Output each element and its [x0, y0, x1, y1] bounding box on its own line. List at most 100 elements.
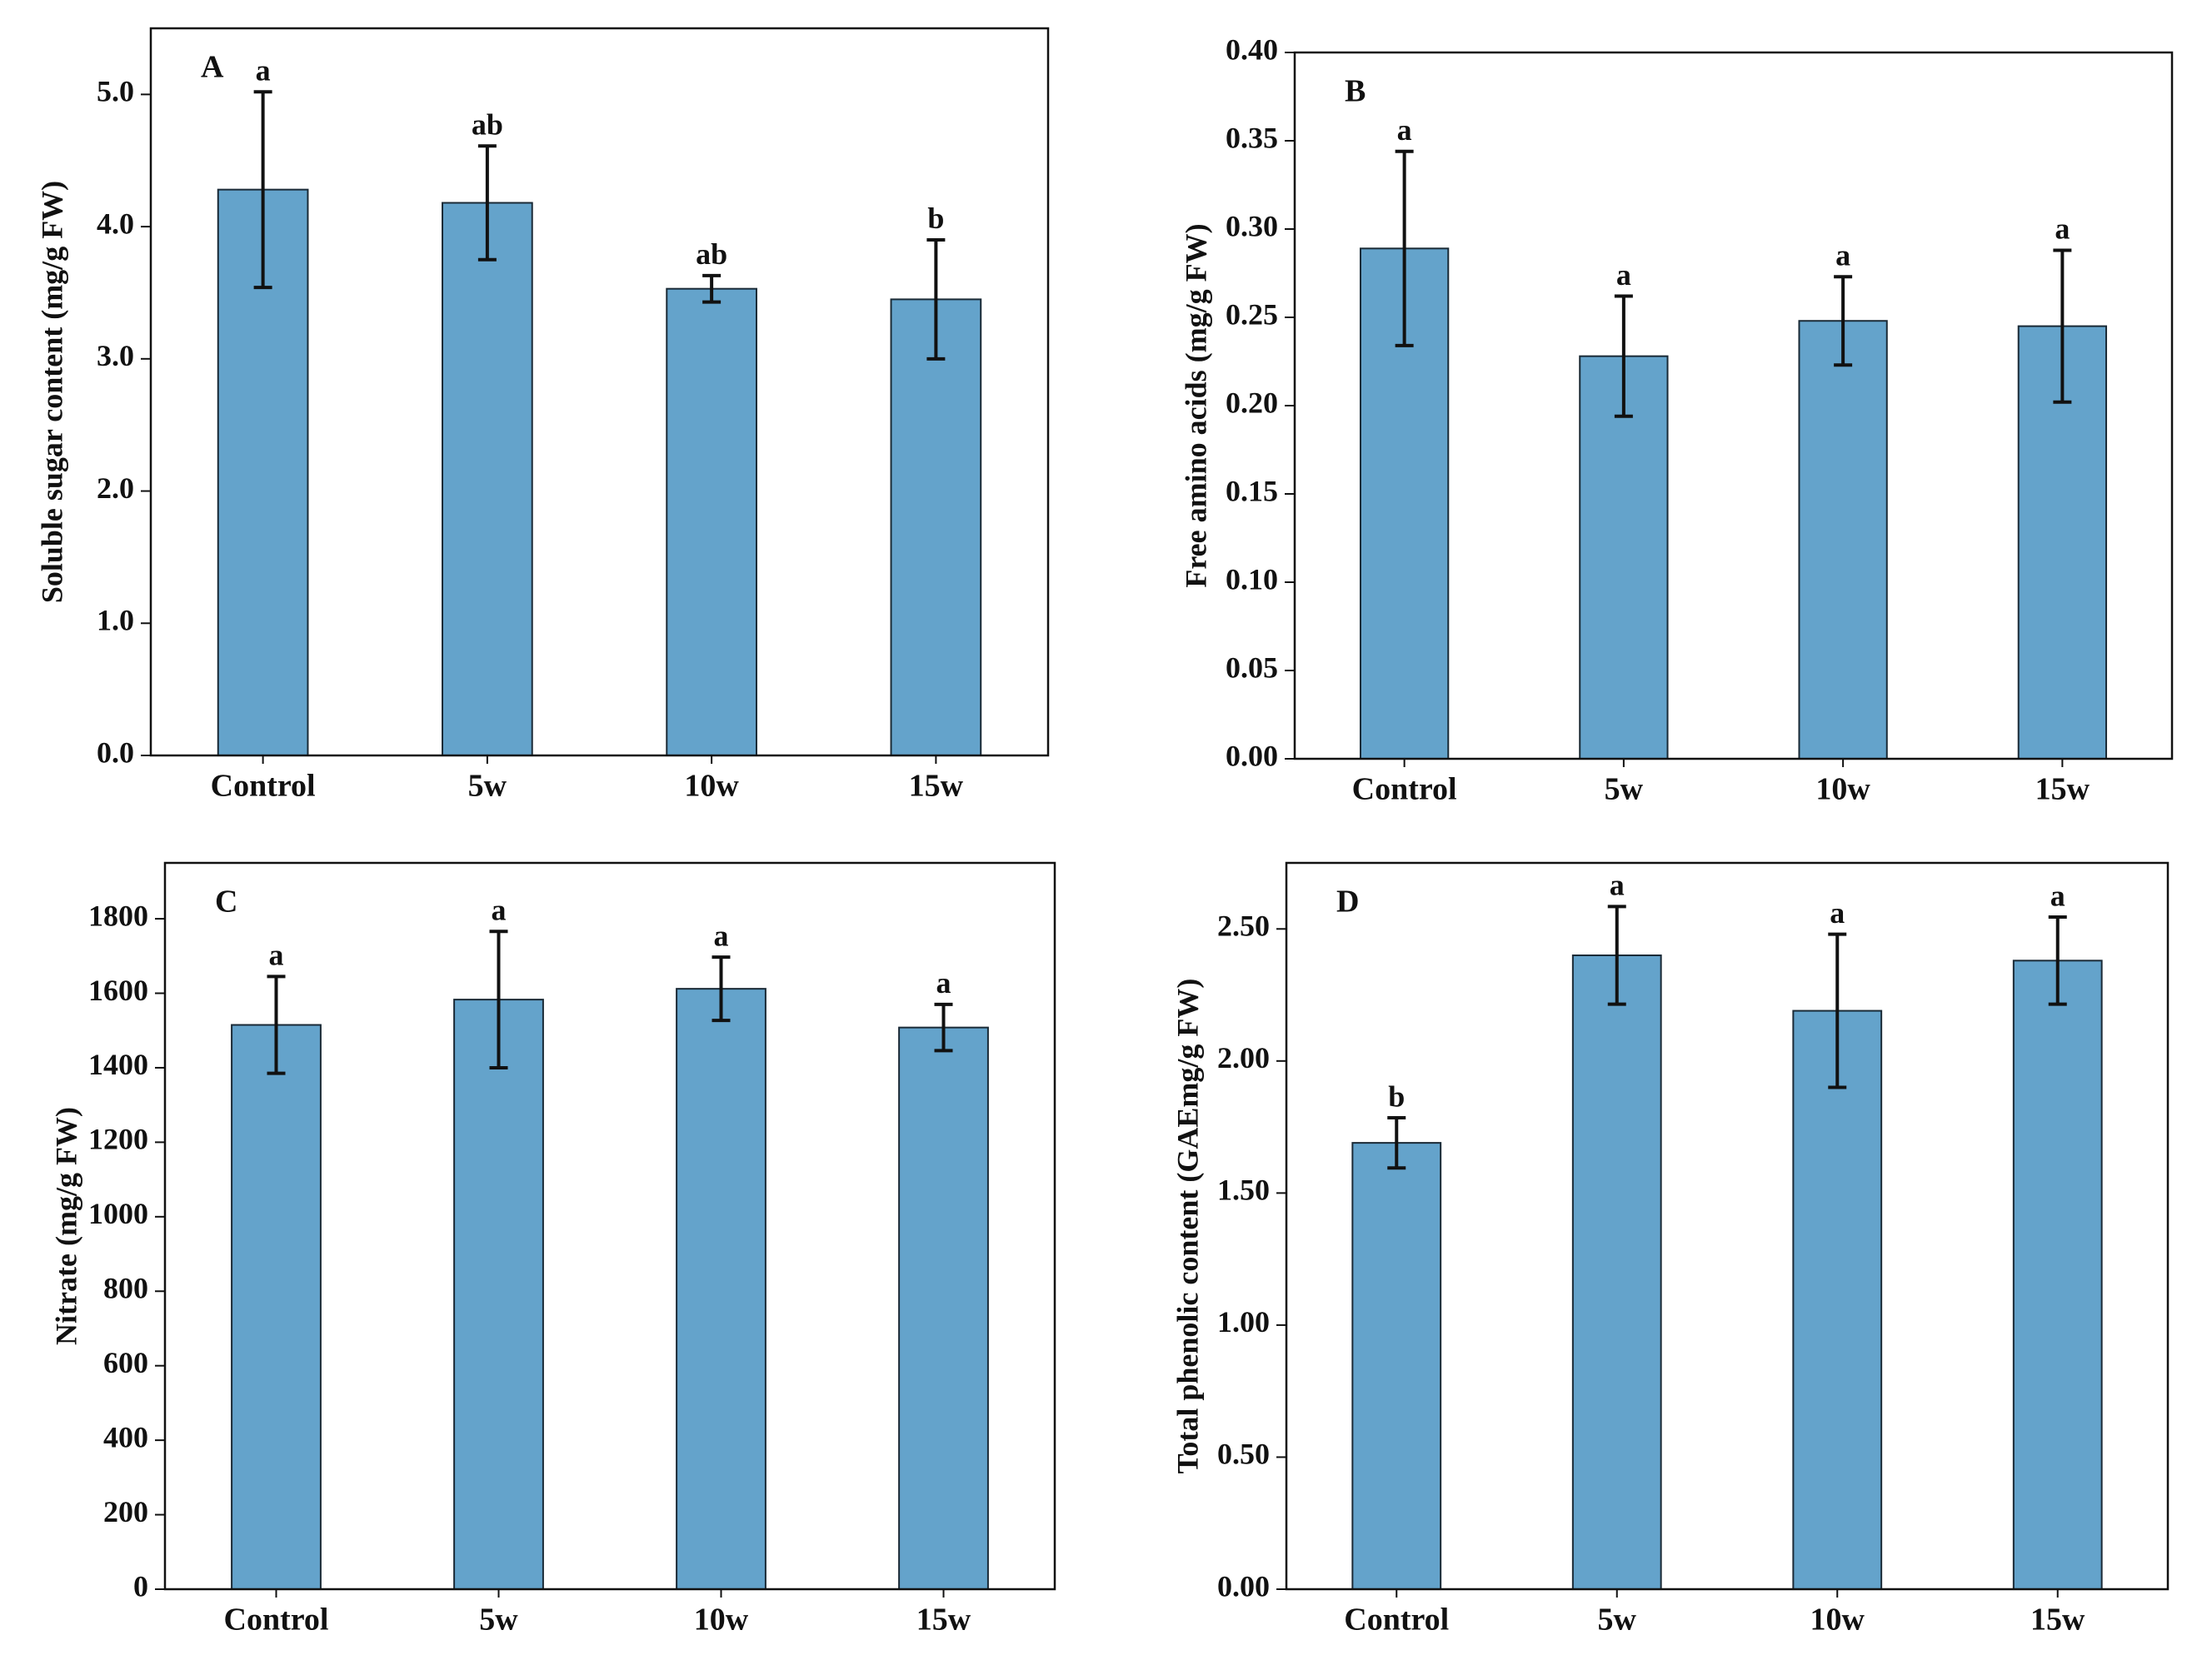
significance-letter: b	[1388, 1079, 1405, 1113]
y-tick-label: 1.50	[1217, 1174, 1270, 1207]
bar	[1579, 355, 1669, 760]
y-tick-label: 1.0	[97, 604, 134, 637]
x-tick-label: 15w	[916, 1603, 971, 1638]
y-tick-label: 5.0	[97, 75, 134, 108]
x-tick-label: 10w	[684, 769, 739, 804]
significance-letter: a	[2055, 212, 2070, 246]
significance-letter: a	[1610, 869, 1625, 902]
error-bar	[267, 975, 286, 1075]
bar	[898, 1026, 989, 1590]
significance-letter: a	[1397, 113, 1412, 147]
error-bar	[1828, 932, 1847, 1089]
significance-letter: a	[1835, 239, 1850, 272]
significance-letter: ab	[696, 237, 727, 271]
panel-label: D	[1336, 885, 1359, 920]
y-tick-label: 0.00	[1217, 1569, 1270, 1603]
x-tick-label: 5w	[1605, 772, 1644, 807]
y-tick-label: 2.00	[1217, 1041, 1270, 1074]
y-tick-label: 0.20	[1226, 386, 1278, 419]
x-tick-label: Control	[211, 769, 316, 804]
y-tick-label: 2.0	[97, 471, 134, 505]
plot-frame	[149, 27, 1050, 757]
bar	[1792, 1009, 1883, 1590]
y-axis-label: Free amino acids (mg/g FW)	[1179, 223, 1212, 587]
x-tick-label: 15w	[909, 769, 964, 804]
y-tick-label: 0.40	[1226, 32, 1278, 66]
y-tick-label: 800	[103, 1272, 148, 1305]
bar	[1351, 1142, 1442, 1590]
error-bar	[712, 955, 731, 1023]
x-tick-label: 15w	[2030, 1603, 2085, 1638]
y-tick-label: 3.0	[97, 339, 134, 372]
y-tick-label: 0.05	[1226, 651, 1278, 684]
bar	[442, 202, 533, 756]
x-tick-label: 10w	[1810, 1603, 1865, 1638]
error-bar	[2053, 248, 2072, 404]
y-tick-label: 0.50	[1217, 1438, 1270, 1471]
plot-frame	[1285, 861, 2170, 1591]
x-tick-label: 10w	[694, 1603, 749, 1638]
significance-letter: a	[714, 919, 729, 952]
bar	[666, 287, 757, 756]
x-tick-label: Control	[1352, 772, 1457, 807]
y-tick-label: 1400	[88, 1048, 148, 1081]
error-bar	[253, 90, 272, 290]
y-tick-label: 4.0	[97, 207, 134, 240]
bar	[1798, 320, 1888, 760]
y-tick-label: 0.00	[1226, 739, 1278, 772]
y-tick-label: 0.15	[1226, 474, 1278, 507]
bar	[2012, 960, 2103, 1590]
bar	[453, 999, 544, 1590]
x-tick-label: 5w	[479, 1603, 518, 1638]
error-bar	[1614, 294, 1633, 418]
y-tick-label: 0	[133, 1569, 148, 1603]
x-tick-label: 5w	[468, 769, 507, 804]
y-tick-label: 400	[103, 1420, 148, 1453]
y-tick-label: 600	[103, 1346, 148, 1379]
error-bar	[702, 273, 722, 304]
bar	[231, 1024, 322, 1590]
chart-panel: 0.00 0.50 1.00 1.50 2.00 2.50 b Control a 5w a 10w a…	[1171, 861, 2170, 1638]
significance-letter: a	[1830, 896, 1845, 930]
error-bar	[1395, 149, 1414, 347]
y-tick-label: 0.25	[1226, 297, 1278, 331]
panel-label: B	[1345, 74, 1366, 109]
error-bar	[2048, 915, 2067, 1006]
significance-letter: a	[492, 894, 507, 927]
error-bar	[934, 1002, 953, 1053]
error-bar	[1387, 1115, 1406, 1170]
y-axis-label: Total phenolic content (GAEmg/g FW)	[1171, 979, 1204, 1474]
error-bar	[926, 237, 946, 361]
y-tick-label: 2.50	[1217, 910, 1270, 943]
y-tick-label: 1600	[88, 974, 148, 1007]
x-tick-label: 15w	[2035, 772, 2090, 807]
y-tick-label: 0.35	[1226, 121, 1278, 154]
error-bar	[1834, 275, 1853, 367]
y-tick-label: 1200	[88, 1123, 148, 1156]
y-tick-label: 0.10	[1226, 562, 1278, 596]
bar	[676, 988, 766, 1590]
x-tick-label: Control	[1344, 1603, 1449, 1638]
y-tick-label: 1000	[88, 1197, 148, 1230]
significance-letter: ab	[472, 108, 503, 142]
x-tick-label: Control	[224, 1603, 329, 1638]
significance-letter: a	[1616, 258, 1631, 292]
significance-letter: a	[2050, 879, 2065, 912]
error-bar	[477, 144, 497, 262]
chart-panel: 0.0 1.0 2.0 3.0 4.0 5.0 a Control ab 5w ab 10w b 15w A…	[35, 27, 1050, 804]
panel-label: A	[201, 50, 224, 85]
significance-letter: b	[927, 202, 944, 235]
x-tick-label: 10w	[1815, 772, 1870, 807]
error-bar	[489, 930, 508, 1069]
y-tick-label: 1.00	[1217, 1305, 1270, 1338]
chart-panel: 0.00 0.05 0.10 0.15 0.20 0.25 0.30 0.35 0.40 a Con…	[1179, 32, 2174, 807]
y-tick-label: 0.0	[97, 735, 134, 769]
plot-frame	[1293, 51, 2174, 760]
y-axis-label: Soluble sugar content (mg/g FW)	[35, 181, 68, 603]
panel-label: C	[215, 885, 237, 920]
y-tick-label: 0.30	[1226, 209, 1278, 242]
y-tick-label: 1800	[88, 899, 148, 932]
significance-letter: a	[269, 939, 284, 972]
bar	[890, 298, 982, 756]
